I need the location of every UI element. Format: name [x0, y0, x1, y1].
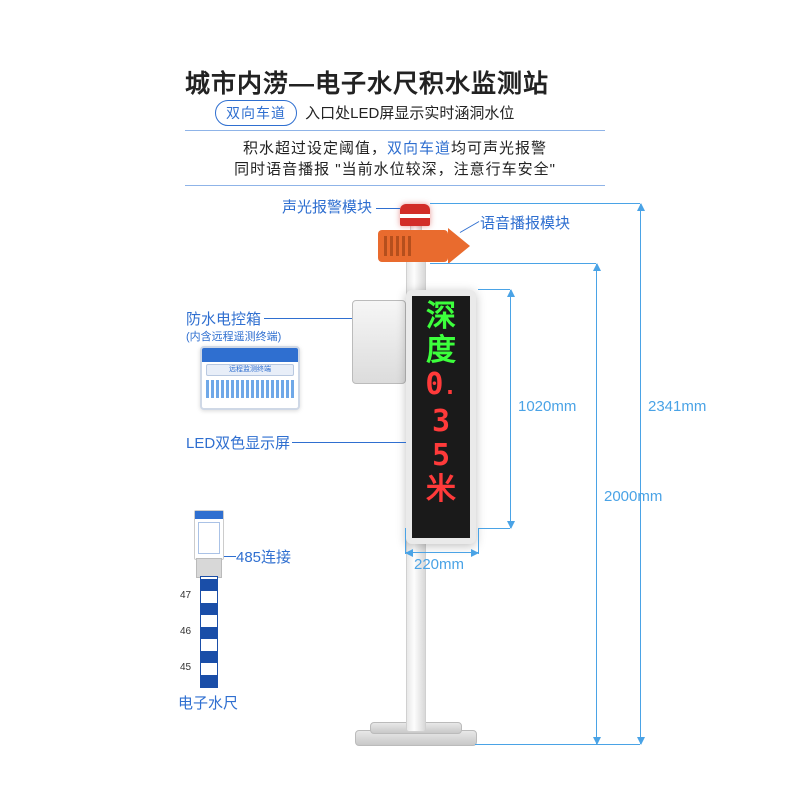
led-panel: 深 度 0. 3 5 米 [406, 290, 476, 544]
desc-2b: "当前水位较深，注意行车安全" [335, 161, 556, 178]
desc-1a: 积水超过设定阈值， [243, 140, 387, 157]
ruler-tick-47: 47 [180, 590, 191, 601]
terminal-title: 远程监测终端 [206, 364, 294, 376]
speaker-horn [448, 228, 470, 264]
dim-2000 [596, 264, 597, 744]
dim-220-ext-r [478, 528, 479, 554]
page-title: 城市内涝—电子水尺积水监测站 [185, 64, 549, 100]
subtitle-text: 入口处LED屏显示实时涵洞水位 [305, 105, 514, 122]
desc-2a: 同时语音播报 [234, 161, 330, 178]
callout-ctrl-note: (内含远程遥测终端) [186, 328, 281, 344]
dim-1020-label: 1020mm [518, 398, 576, 415]
ruler-bracket [196, 558, 222, 578]
alarm-light-stripe [400, 214, 430, 218]
led-char-5: 5 [432, 439, 450, 473]
control-box [352, 300, 406, 384]
dim-2341 [640, 204, 641, 744]
badge-two-way: 双向车道 [215, 100, 297, 126]
led-char-3: 0. [425, 368, 456, 405]
led-char-2: 度 [426, 334, 456, 368]
desc-1c: 均可声光报警 [451, 140, 547, 157]
ruler-sensor-box [194, 510, 224, 560]
dim-220-label: 220mm [414, 556, 464, 573]
dim-2000-label: 2000mm [604, 488, 662, 505]
ruler-tick-46: 46 [180, 626, 191, 637]
desc-1b: 双向车道 [387, 140, 451, 157]
diagram-stage: 城市内涝—电子水尺积水监测站 双向车道 入口处LED屏显示实时涵洞水位 积水超过… [0, 0, 800, 800]
leader-alarm [376, 208, 400, 209]
callout-ctrl: 防水电控箱 [186, 308, 261, 329]
leader-conn [222, 556, 236, 557]
subtitle-row: 双向车道 入口处LED屏显示实时涵洞水位 [215, 100, 514, 126]
description-box: 积水超过设定阈值，双向车道均可声光报警 同时语音播报 "当前水位较深，注意行车安… [185, 130, 605, 186]
led-char-1: 深 [426, 300, 456, 334]
dim-2341-label: 2341mm [648, 398, 706, 415]
dim-2000-ext-top [430, 263, 596, 264]
dim-220-ext-l [405, 528, 406, 554]
dim-1020 [510, 290, 511, 528]
led-char-6: 米 [426, 473, 456, 507]
led-char-4: 3 [432, 405, 450, 439]
terminal-box: 远程监测终端 [200, 346, 300, 410]
leader-ctrl [264, 318, 352, 319]
dim-220 [406, 552, 478, 553]
dim-2341-ext-bot [475, 744, 640, 745]
callout-ruler: 电子水尺 [178, 692, 238, 713]
dim-2341-ext-top [430, 203, 640, 204]
ruler-tick-45: 45 [180, 662, 191, 673]
callout-led: LED双色显示屏 [186, 432, 290, 453]
callout-conn: 485连接 [236, 546, 291, 567]
dim-1020-ext-bot [478, 528, 510, 529]
leader-led [292, 442, 406, 443]
callout-voice: 语音播报模块 [480, 212, 570, 233]
dim-1020-ext-top [478, 289, 510, 290]
speaker-grill [384, 236, 414, 256]
ruler-scale [200, 576, 218, 688]
callout-alarm: 声光报警模块 [282, 196, 372, 217]
